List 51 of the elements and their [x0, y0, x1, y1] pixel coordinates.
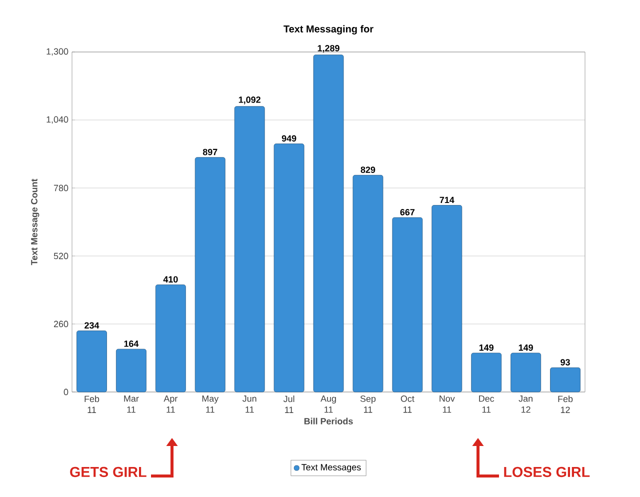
x-tick-label: Aug 11 [320, 396, 336, 413]
data-label: 1,289 [318, 45, 340, 53]
x-tick-label: Nov 11 [440, 396, 455, 413]
data-label: 714 [440, 196, 454, 204]
x-tick-label: Jul 11 [283, 396, 294, 413]
x-tick-label: Dec 11 [479, 396, 494, 413]
bar [392, 217, 423, 392]
chart-title: Text Messaging for [284, 25, 374, 34]
bar [313, 54, 344, 392]
data-label: 93 [560, 359, 570, 366]
y-tick-label: 260 [54, 320, 68, 328]
x-tick-label: Feb 11 [84, 396, 100, 413]
data-label: 164 [124, 340, 139, 347]
text: LOSES GIRL [504, 466, 590, 478]
bar [432, 205, 462, 392]
x-tick-label: Sep 11 [360, 396, 376, 413]
data-label: 234 [84, 322, 100, 329]
bar [155, 284, 186, 392]
x-tick-label: Jun 11 [242, 396, 256, 413]
data-label: 1,092 [238, 96, 260, 104]
x-tick-label: Jan 12 [518, 396, 532, 413]
y-tick-label: 520 [54, 252, 68, 260]
bar [194, 157, 226, 392]
bar [352, 174, 384, 392]
bar [550, 367, 580, 392]
data-label: 149 [518, 344, 533, 351]
y-tick-label: 780 [54, 184, 68, 192]
data-label: 829 [360, 166, 376, 173]
data-label: 667 [400, 208, 415, 216]
x-tick-label: Feb 12 [558, 396, 573, 413]
data-label: 149 [479, 344, 494, 351]
x-axis-title: Bill Periods [304, 418, 353, 424]
x-tick-label: Apr 11 [164, 396, 178, 413]
bar [510, 352, 542, 392]
bar [116, 348, 146, 392]
y-tick-label: 1,300 [46, 48, 68, 56]
y-tick-label: 0 [64, 388, 68, 396]
x-tick-label: Mar 11 [124, 396, 139, 413]
bar [234, 106, 265, 392]
bar [274, 144, 304, 392]
bar [471, 352, 502, 392]
text: GETS GIRL [70, 466, 146, 478]
y-axis-title: Text Message Count [31, 178, 40, 266]
y-tick-label: 1,040 [46, 116, 68, 124]
data-label: 949 [282, 135, 296, 142]
data-label: 897 [202, 148, 218, 156]
legend-label: Text Messages [302, 464, 361, 472]
x-tick-label: Oct 11 [400, 396, 414, 413]
data-label: 410 [163, 276, 178, 283]
x-tick-label: May 11 [202, 396, 219, 413]
bar [76, 330, 107, 392]
